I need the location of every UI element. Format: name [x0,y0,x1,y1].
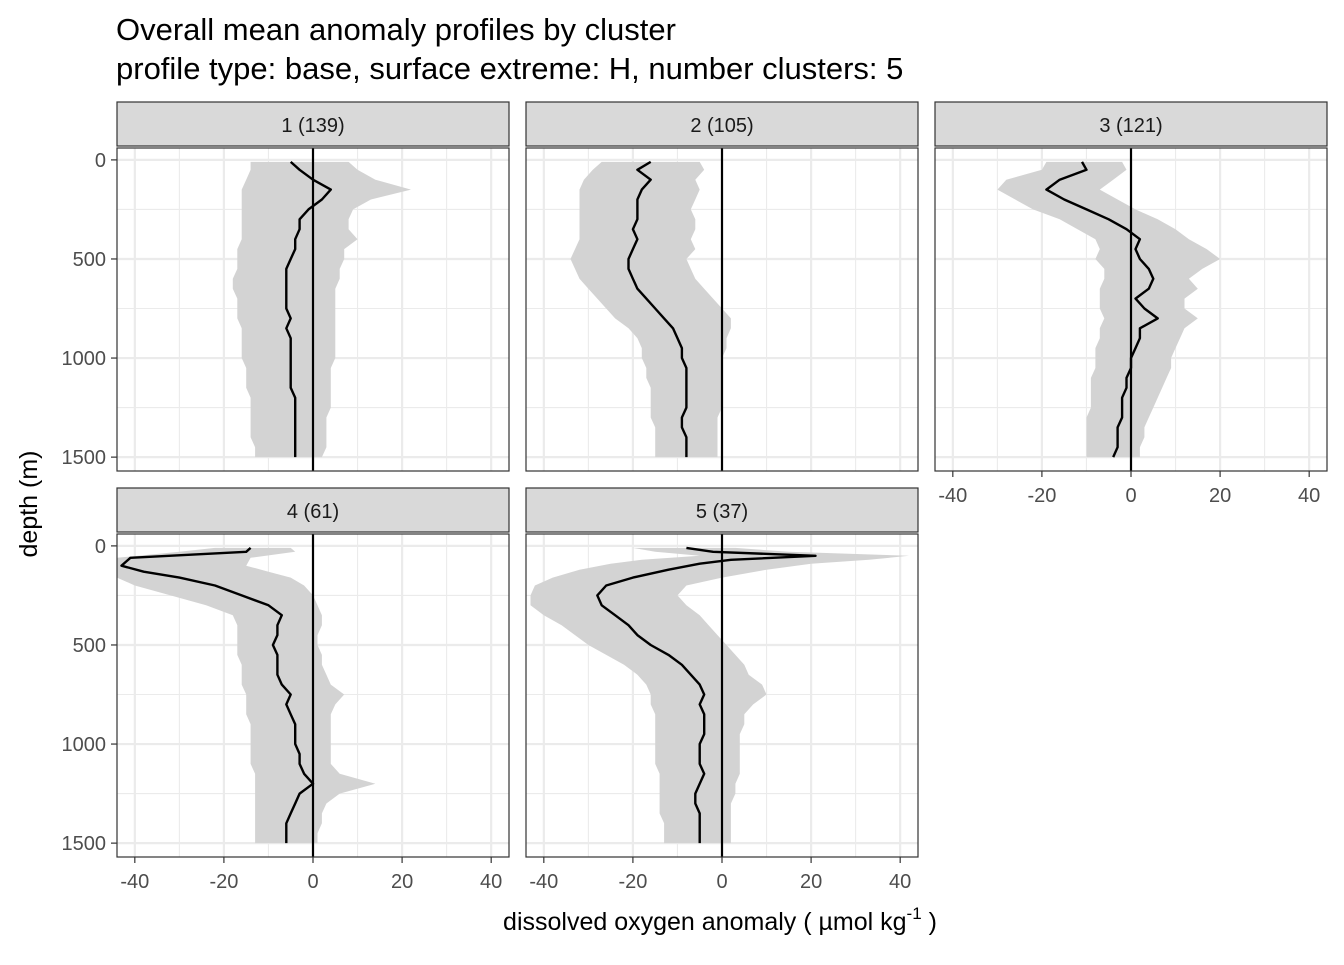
spread-ribbon [570,161,731,458]
y-tick-label: 1500 [62,447,107,469]
y-tick-label: 1000 [62,734,107,756]
facet-strip-label: 1 (139) [281,115,344,137]
facet-strip [116,101,510,147]
mean-profile-line [285,161,332,458]
facet-strip-label: 5 (37) [696,501,748,523]
x-tick-label: 0 [1125,485,1136,507]
panel-border [116,147,510,472]
x-tick-label: -40 [120,871,149,893]
x-axis-title-main: dissolved oxygen anomaly ( µmol kg [503,908,906,936]
y-tick-label: 500 [73,249,106,271]
x-tick-label: -20 [1027,485,1056,507]
x-tick-label: 40 [1298,485,1320,507]
facet-strip-label: 2 (105) [690,115,753,137]
facet-strip [525,101,919,147]
x-tick-label: 20 [1209,485,1231,507]
x-tick-label: 20 [800,871,822,893]
x-tick-label: 40 [480,871,502,893]
facet-strip-label: 4 (61) [287,501,339,523]
facet-panel-1: 1 (139) 0 500 1000 1500 [62,101,510,472]
facet-panel-5: 5 (37) -40 -20 0 20 40 [525,487,919,893]
x-tick-label: -40 [529,871,558,893]
y-axis-title: depth (m) [15,451,43,558]
x-tick-label: -40 [938,485,967,507]
facet-strip [934,101,1328,147]
mean-profile-line [120,547,315,844]
panel-data-layer [117,547,376,844]
mean-profile-line [627,160,688,458]
panel-data-layer [997,161,1221,458]
x-tick-label: 0 [716,871,727,893]
spread-ribbon [232,161,411,458]
y-tick-label: 500 [73,635,106,657]
panel-data-layer [530,546,910,844]
y-tick-label: 1000 [62,348,107,370]
facet-strip [525,487,919,533]
x-tick-label: 20 [391,871,413,893]
panel-data-layer [232,161,411,458]
y-tick-label: 1500 [62,833,107,855]
y-tick-label: 0 [95,536,106,558]
facet-panel-3: 3 (121) -40 -20 0 20 40 [934,101,1328,507]
x-axis-title-superscript: -1 [907,904,922,923]
x-tick-label: -20 [618,871,647,893]
panel-data-layer [570,160,731,458]
spread-ribbon [117,547,376,844]
mean-profile-line [596,546,817,844]
facet-strip-label: 3 (121) [1099,115,1162,137]
facet-panel-4: 4 (61) 0 500 1000 1500 -40 -20 0 20 40 [62,487,510,893]
chart-title: Overall mean anomaly profiles by cluster [116,12,676,47]
chart-subtitle: profile type: base, surface extreme: H, … [116,51,903,86]
x-tick-label: -20 [209,871,238,893]
x-axis-title-end: ) [922,908,937,936]
x-tick-label: 0 [307,871,318,893]
panel-border [525,147,919,472]
x-axis-title: dissolved oxygen anomaly ( µmol kg-1 ) [503,904,937,936]
facet-strip [116,487,510,533]
facet-panel-2: 2 (105) [525,101,919,472]
y-tick-label: 0 [95,150,106,172]
spread-ribbon [997,161,1221,458]
mean-profile-line [1045,161,1159,458]
x-tick-label: 40 [889,871,911,893]
